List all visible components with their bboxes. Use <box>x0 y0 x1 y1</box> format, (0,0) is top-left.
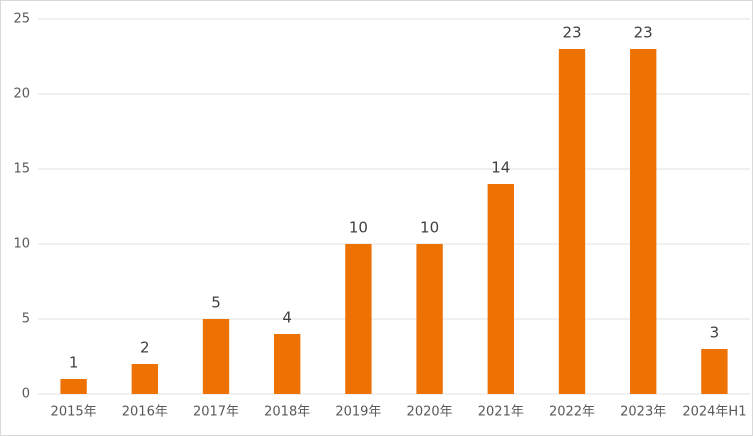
y-tick-label: 25 <box>13 12 30 27</box>
data-label: 23 <box>562 24 581 42</box>
bar <box>60 379 87 394</box>
bar <box>701 349 728 394</box>
x-tick-label: 2017年 <box>193 405 239 420</box>
x-tick-label: 2019年 <box>335 405 381 420</box>
bar <box>274 334 301 394</box>
bar <box>416 244 443 394</box>
x-tick-label: 2015年 <box>51 405 97 420</box>
y-tick-label: 15 <box>13 162 30 177</box>
data-label: 3 <box>710 324 720 342</box>
data-label: 10 <box>420 219 439 237</box>
x-tick-label: 2021年 <box>478 405 524 420</box>
x-tick-label: 2022年 <box>549 405 595 420</box>
data-label: 2 <box>140 339 150 357</box>
y-tick-label: 20 <box>13 87 30 102</box>
bar <box>487 184 514 394</box>
bar <box>630 49 657 394</box>
data-label: 1 <box>69 354 79 372</box>
y-tick-label: 5 <box>22 312 30 327</box>
data-label: 5 <box>211 294 221 312</box>
bar <box>558 49 586 394</box>
x-tick-label: 2023年 <box>620 405 666 420</box>
bar <box>131 364 158 394</box>
data-label: 23 <box>634 24 653 42</box>
bar <box>202 319 230 394</box>
data-label: 4 <box>282 309 292 327</box>
x-tick-label: 2018年 <box>264 405 310 420</box>
y-tick-label: 0 <box>22 387 30 402</box>
bar <box>345 244 372 394</box>
y-tick-label: 10 <box>13 237 30 252</box>
x-tick-label: 2024年H1 <box>682 405 746 420</box>
data-label: 10 <box>349 219 368 237</box>
x-tick-label: 2016年 <box>122 405 168 420</box>
x-tick-label: 2020年 <box>407 405 453 420</box>
data-label: 14 <box>491 159 510 177</box>
